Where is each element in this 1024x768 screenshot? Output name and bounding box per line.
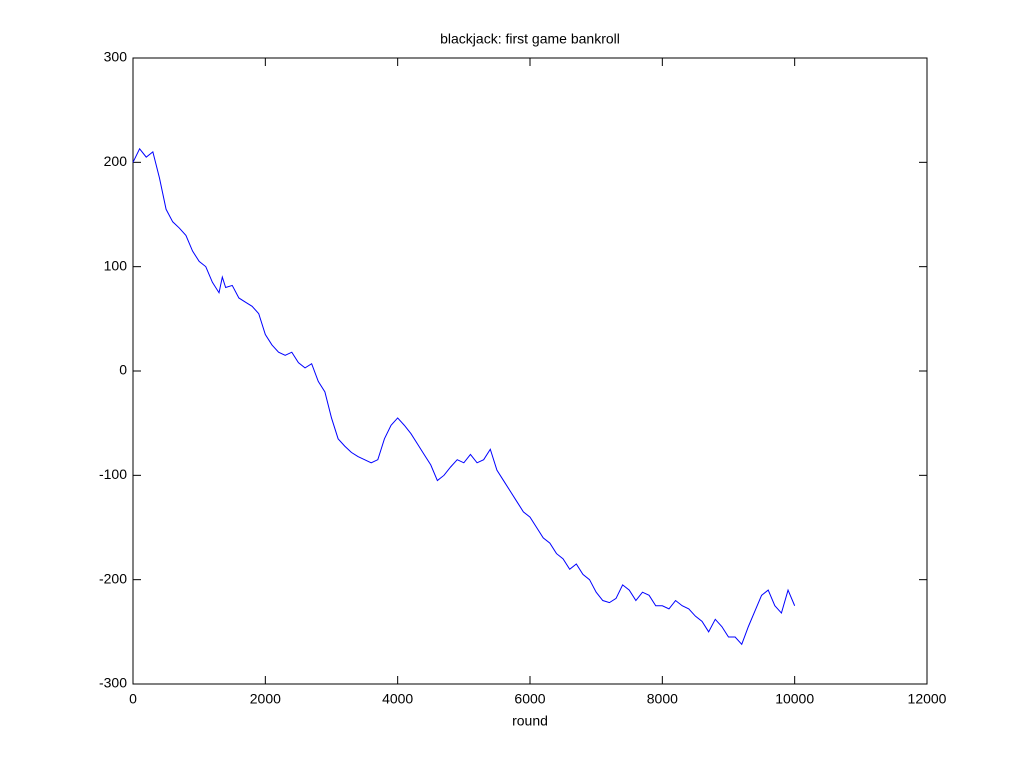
x-tick-label: 6000	[514, 691, 545, 707]
y-tick-label: 300	[104, 49, 128, 65]
x-tick-label: 4000	[382, 691, 413, 707]
x-tick-label: 2000	[250, 691, 281, 707]
y-tick-label: -100	[99, 466, 127, 482]
x-axis-label: round	[512, 713, 548, 729]
y-tick-label: 0	[119, 362, 127, 378]
x-tick-label: 8000	[647, 691, 678, 707]
data-line	[132, 147, 796, 646]
x-tick-label: 0	[129, 691, 137, 707]
y-tick-label: -300	[99, 675, 127, 691]
plot-frame	[132, 57, 928, 685]
y-tick-label: 100	[104, 257, 128, 273]
x-tick-label: 12000	[908, 691, 947, 707]
chart-title: blackjack: first game bankroll	[440, 31, 620, 47]
y-tick-label: -200	[99, 570, 127, 586]
y-tick-label: 200	[104, 153, 128, 169]
x-tick-label: 10000	[775, 691, 814, 707]
